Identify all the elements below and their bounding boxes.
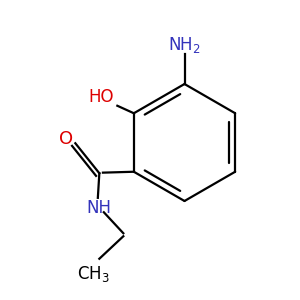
- Text: HO: HO: [88, 88, 114, 106]
- Text: CH$_3$: CH$_3$: [77, 264, 110, 284]
- Text: NH$_2$: NH$_2$: [168, 35, 201, 55]
- Text: NH: NH: [87, 199, 112, 217]
- Text: O: O: [59, 130, 74, 148]
